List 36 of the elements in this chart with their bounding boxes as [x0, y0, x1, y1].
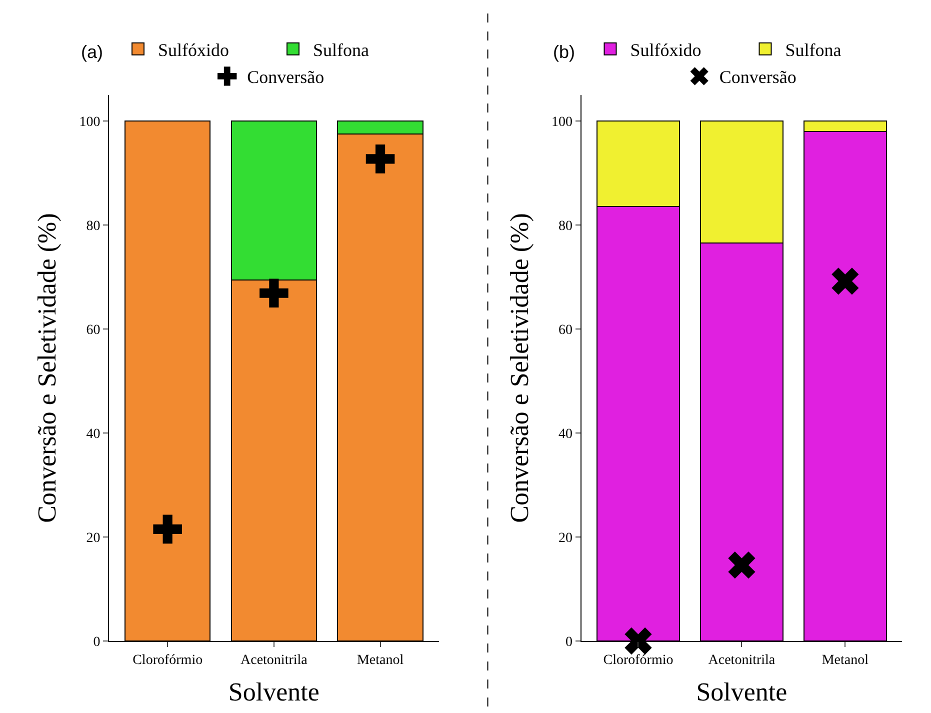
y-tick-label: 40: [558, 426, 573, 442]
legend-label: Sulfóxido: [630, 40, 702, 60]
y-tick-label: 100: [552, 114, 573, 130]
text: (a): [81, 42, 103, 62]
point: [366, 144, 395, 174]
x-tick-label: Clorofórmio: [603, 652, 674, 668]
point: [728, 552, 756, 579]
y-tick-label: 100: [79, 114, 100, 130]
x-axis-title: Solvente: [228, 678, 320, 706]
legend-label: Conversão: [247, 67, 324, 88]
y-tick-label: 60: [86, 322, 100, 338]
y-tick-label: 20: [558, 530, 573, 546]
y-tick-label: 80: [86, 218, 100, 234]
legend-label: Sulfona: [785, 40, 842, 60]
point: [153, 514, 182, 544]
x-tick-label: Acetonitrila: [240, 652, 308, 668]
text: (b): [553, 42, 575, 62]
y-tick-label: 40: [86, 426, 100, 442]
y-axis-title: Conversão e Seletividade (%): [504, 213, 534, 523]
point: [832, 268, 859, 295]
legend-label: Sulfona: [313, 40, 370, 60]
x-tick-label: Metanol: [822, 652, 869, 668]
x-tick-label: Acetonitrila: [708, 652, 776, 668]
y-tick-label: 60: [558, 322, 573, 338]
point: [260, 278, 288, 308]
point: [624, 627, 652, 655]
y-tick-label: 0: [93, 634, 100, 650]
y-axis-title: Conversão e Seletividade (%): [32, 213, 62, 523]
x-axis-title: Solvente: [696, 678, 788, 706]
x-tick-label: Metanol: [356, 652, 404, 668]
y-tick-label: 0: [566, 634, 573, 650]
x-tick-label: Clorofórmio: [132, 652, 203, 668]
legend-label: Sulfóxido: [158, 40, 230, 60]
legend-label: Conversão: [719, 67, 796, 88]
y-tick-label: 20: [86, 530, 100, 546]
y-tick-label: 80: [558, 218, 573, 234]
